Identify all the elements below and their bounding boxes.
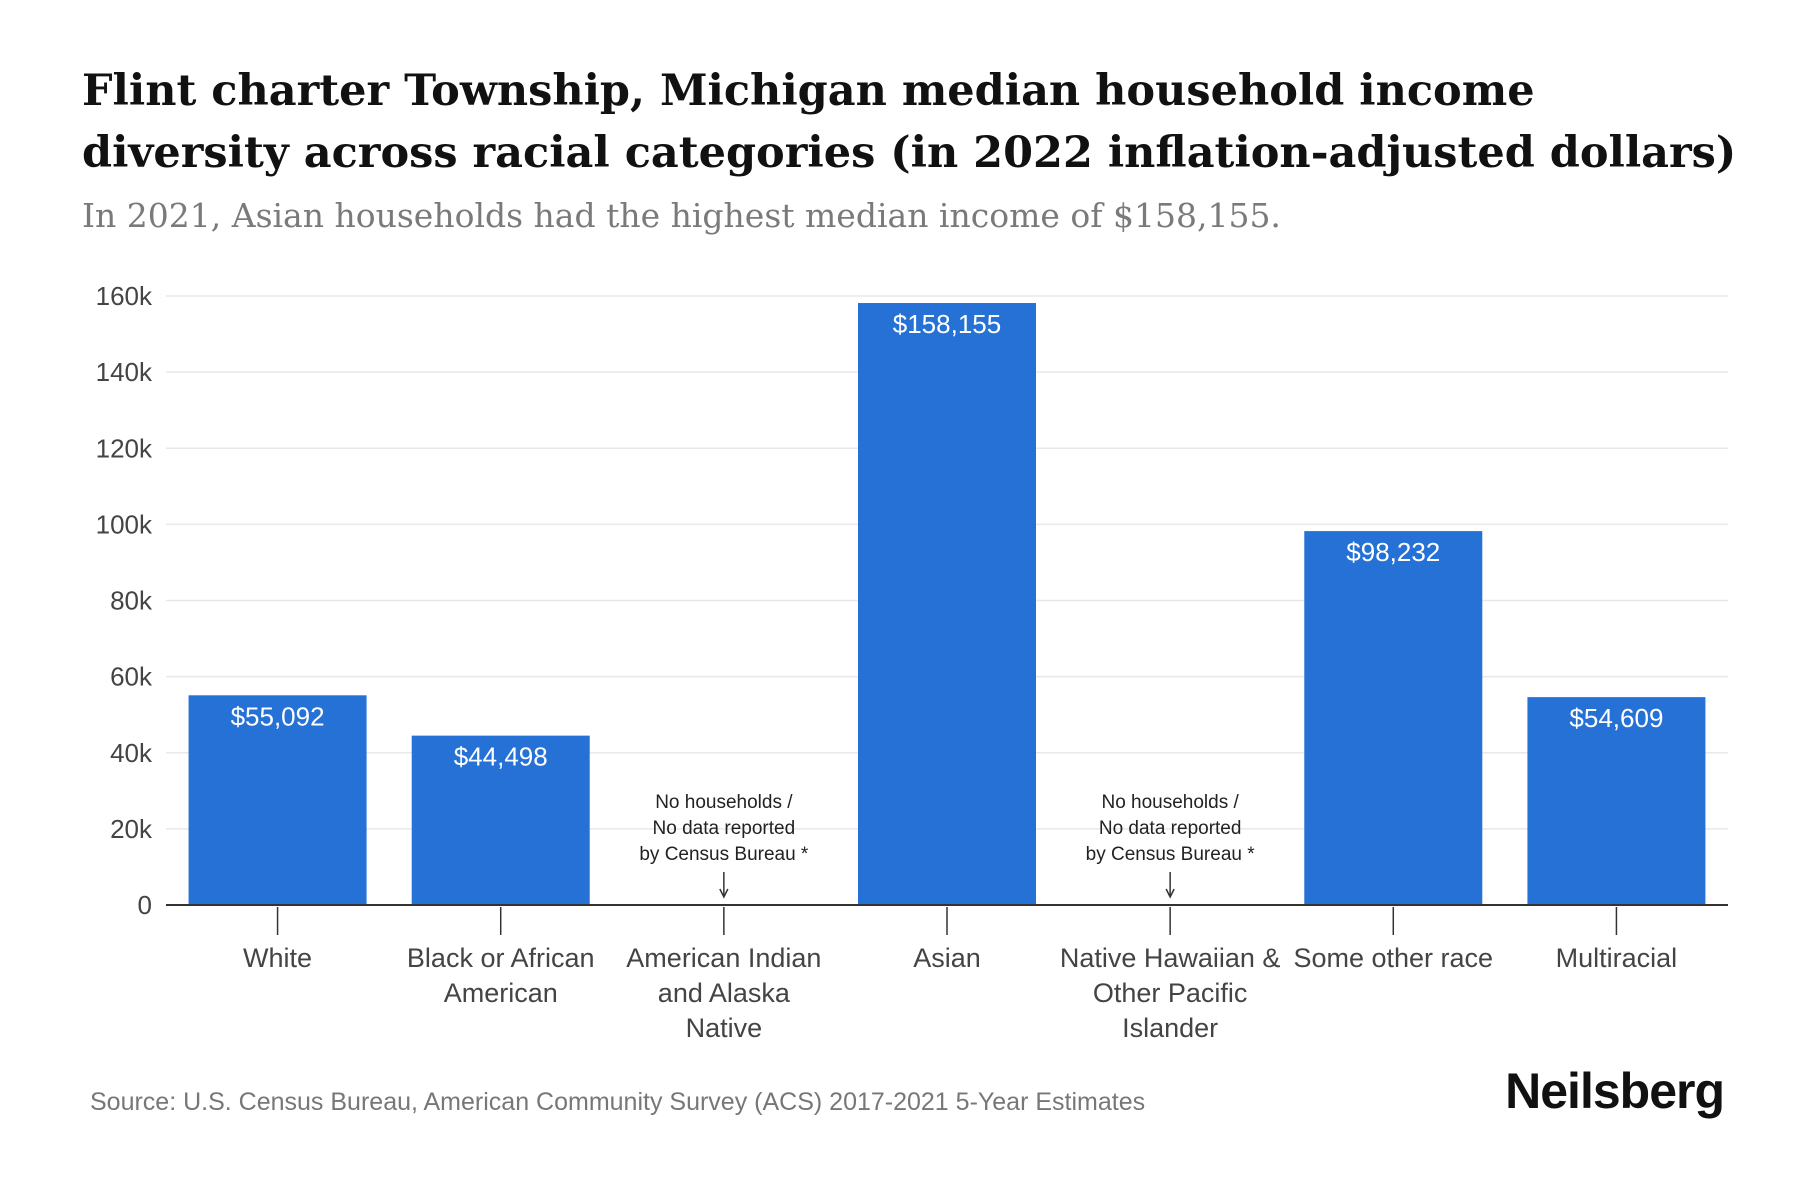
y-tick-label: 60k <box>110 662 153 692</box>
source-note: Source: U.S. Census Bureau, American Com… <box>90 1088 1146 1116</box>
y-tick-label: 160k <box>96 281 153 311</box>
bar <box>1527 697 1706 905</box>
bar <box>1304 531 1483 905</box>
x-category-label: Asian <box>913 943 981 973</box>
bar <box>858 303 1036 905</box>
chart-title: Flint charter Township, Michigan median … <box>82 66 1737 178</box>
bar <box>411 735 590 905</box>
no-data-note: by Census Bureau * <box>1086 844 1256 865</box>
brand-logo: Neilsberg <box>1505 1063 1725 1119</box>
x-category-label: Black or African <box>407 943 595 973</box>
x-category-label: White <box>243 943 312 973</box>
x-category-label: Native Hawaiian & <box>1060 943 1281 973</box>
no-data-note: by Census Bureau * <box>639 844 809 865</box>
bar-value-label: $98,232 <box>1346 537 1440 567</box>
no-data-note: No data reported <box>1099 818 1242 839</box>
no-data-note: No data reported <box>653 818 796 839</box>
no-data-note: No households / <box>1101 792 1239 813</box>
chart-subtitle: In 2021, Asian households had the highes… <box>82 196 1281 235</box>
x-category-label: Multiracial <box>1556 943 1678 973</box>
y-tick-label: 100k <box>96 509 153 539</box>
x-category-label: Islander <box>1122 1013 1218 1043</box>
y-tick-label: 0 <box>138 890 152 920</box>
y-tick-label: 20k <box>110 814 153 844</box>
y-tick-label: 120k <box>96 433 153 463</box>
bar-value-label: $54,609 <box>1569 703 1663 733</box>
x-category-label: Native <box>686 1013 763 1043</box>
bar-value-label: $55,092 <box>231 701 325 731</box>
no-data-note: No households / <box>655 792 793 813</box>
x-category-label: Other Pacific <box>1093 978 1248 1008</box>
bar-value-label: $158,155 <box>893 309 1001 339</box>
bar-value-label: $44,498 <box>454 742 548 772</box>
y-tick-label: 80k <box>110 586 153 616</box>
no-data-arrow-head <box>719 888 729 899</box>
y-tick-label: 140k <box>96 357 153 387</box>
bar <box>188 695 367 905</box>
x-category-label: and Alaska <box>658 978 791 1008</box>
no-data-arrow-head <box>1165 888 1175 899</box>
x-category-label: American <box>444 978 558 1008</box>
y-tick-label: 40k <box>110 738 153 768</box>
x-category-label: Some other race <box>1293 943 1493 973</box>
x-category-label: American Indian <box>626 943 821 973</box>
